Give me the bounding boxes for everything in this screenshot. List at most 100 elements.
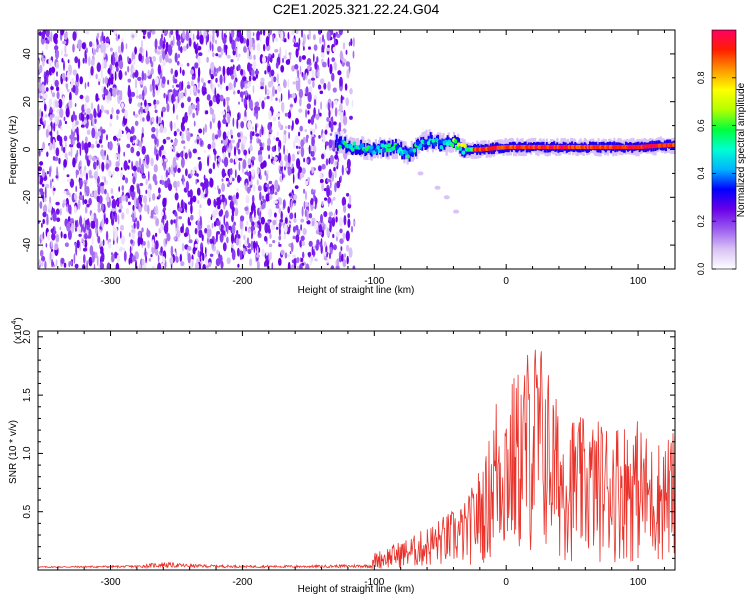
noise-speck — [267, 81, 273, 88]
noise-speck — [225, 177, 229, 182]
noise-speck — [163, 36, 166, 45]
noise-speck — [300, 139, 305, 148]
noise-speck — [86, 114, 90, 120]
noise-speck — [213, 149, 217, 156]
noise-speck — [300, 257, 304, 262]
noise-speck — [149, 83, 153, 93]
noise-speck — [256, 30, 261, 41]
noise-speck — [55, 49, 59, 60]
noise-speck — [236, 187, 239, 192]
noise-speck — [131, 224, 134, 229]
noise-speck — [251, 131, 255, 137]
svg-text:(x104): (x104) — [11, 317, 24, 344]
noise-speck — [252, 85, 255, 94]
noise-speck — [307, 119, 311, 124]
noise-speck — [192, 33, 195, 40]
noise-speck — [173, 122, 176, 130]
x-tick-label: 0 — [503, 577, 509, 588]
noise-speck — [260, 86, 264, 90]
signal-band — [429, 132, 432, 141]
noise-speck — [217, 120, 221, 130]
snr-multiplier-base: (x10 — [13, 324, 24, 344]
noise-speck — [161, 110, 164, 118]
noise-speck — [120, 230, 122, 239]
noise-speck — [83, 112, 87, 116]
noise-speck — [121, 185, 125, 191]
noise-speck — [114, 251, 118, 259]
noise-speck — [125, 43, 128, 50]
noise-speck — [210, 61, 215, 71]
noise-speck — [172, 103, 175, 114]
noise-speck — [333, 167, 336, 172]
noise-speck — [141, 227, 144, 233]
noise-speck — [326, 187, 330, 198]
y-tick-label: 2.0 — [22, 329, 33, 343]
noise-speck — [186, 30, 189, 39]
noise-speck — [127, 88, 132, 98]
noise-speck — [322, 61, 327, 68]
noise-speck — [267, 220, 271, 225]
noise-speck — [317, 165, 322, 172]
noise-speck — [242, 248, 246, 256]
noise-speck — [61, 72, 66, 80]
noise-speck — [191, 75, 195, 80]
noise-speck — [190, 80, 194, 87]
noise-speck — [322, 249, 325, 258]
noise-speck — [45, 183, 50, 189]
noise-speck — [265, 251, 268, 256]
signal-core — [406, 154, 410, 159]
noise-speck — [237, 263, 240, 268]
noise-speck — [166, 94, 168, 105]
noise-speck — [165, 169, 169, 178]
noise-speck — [305, 72, 308, 81]
snr-panel: -300 -200 -100 0 100 0.51.01.52.0 Height of … — [8, 317, 676, 595]
noise-speck — [73, 253, 76, 264]
noise-speck — [268, 188, 271, 193]
noise-speck — [145, 189, 148, 194]
noise-speck — [78, 194, 84, 201]
noise-speck — [188, 37, 192, 47]
noise-speck — [41, 222, 43, 228]
noise-speck — [300, 173, 305, 178]
noise-speck — [96, 183, 102, 188]
noise-speck — [300, 146, 305, 158]
noise-speck — [75, 185, 77, 192]
noise-speck — [229, 66, 234, 77]
noise-speck — [102, 58, 105, 70]
noise-speck — [123, 247, 125, 252]
noise-speck — [123, 160, 128, 171]
noise-speck — [203, 90, 207, 95]
x-tick-label: -300 — [101, 276, 121, 287]
noise-speck — [295, 118, 299, 125]
noise-speck — [275, 37, 278, 42]
noise-speck — [252, 126, 254, 131]
noise-speck — [142, 35, 146, 39]
noise-speck — [238, 101, 240, 105]
noise-speck — [247, 120, 252, 130]
noise-speck — [215, 67, 219, 74]
noise-speck — [107, 67, 111, 75]
noise-speck — [97, 130, 102, 137]
noise-speck — [303, 157, 305, 163]
noise-speck — [79, 216, 83, 227]
noise-speck — [274, 49, 279, 53]
noise-speck — [287, 78, 290, 88]
colorbar-tick-label: 0.2 — [696, 215, 706, 228]
noise-speck — [332, 244, 337, 251]
noise-speck — [241, 97, 244, 103]
noise-speck — [264, 97, 267, 101]
noise-speck — [55, 208, 60, 215]
noise-speck — [89, 41, 93, 48]
noise-speck — [249, 140, 252, 144]
noise-speck — [244, 206, 249, 211]
noise-speck — [123, 151, 125, 157]
noise-speck — [45, 30, 50, 38]
noise-speck — [211, 133, 215, 142]
noise-speck — [260, 216, 265, 225]
noise-speck — [223, 201, 226, 210]
noise-speck — [154, 109, 158, 114]
noise-speck — [298, 138, 300, 146]
noise-speck — [247, 186, 251, 194]
noise-speck — [304, 201, 308, 207]
